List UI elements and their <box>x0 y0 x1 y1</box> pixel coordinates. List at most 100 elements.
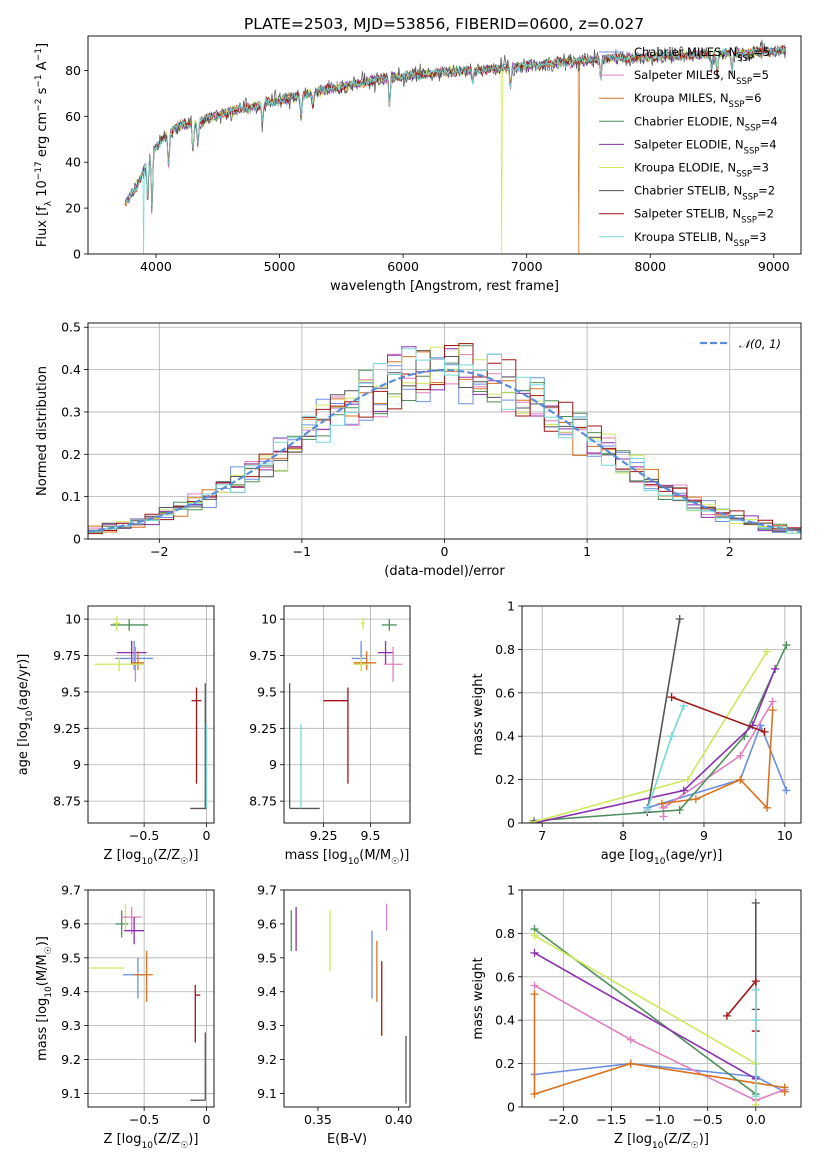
label-subscript: ☉ <box>691 1141 699 1151</box>
label-subscript: 10 <box>348 857 360 867</box>
legend-subscript: SSP <box>745 123 761 133</box>
weight-marker-chabrier-miles <box>782 786 791 795</box>
y-tick-label: 60 <box>65 109 81 124</box>
weight-marker-kroupa-miles <box>657 799 666 808</box>
axes-frame <box>283 889 411 1108</box>
legend-text: Chabrier ELODIE, N <box>634 114 745 128</box>
legend: 𝒩(0, 1) <box>700 337 781 351</box>
y-axis-label: Flux [fλ 10−17 erg cm−2 s−1 A−1] <box>34 43 54 247</box>
normal-curve <box>88 368 801 533</box>
y-tick-label: 10 <box>65 612 81 627</box>
label-text: mass weight <box>471 957 486 1039</box>
x-tick-label: −0.5 <box>129 1112 159 1127</box>
label-subscript: ☉ <box>180 857 188 867</box>
label-text: log <box>634 848 654 863</box>
weight-marker-kroupa-stelib <box>667 732 676 741</box>
label-text: 10 <box>35 180 50 201</box>
weight-marker-salpeter-elodie <box>530 819 539 823</box>
label-text: A <box>35 61 50 74</box>
weight-marker-salpeter-miles <box>659 812 668 821</box>
label-text: age [ <box>16 742 31 775</box>
weight-line-salpeter-stelib <box>671 696 765 733</box>
x-axis-label: Z [log10(Z/Z☉)] <box>104 848 199 867</box>
weight-marker-kroupa-miles <box>691 795 700 804</box>
x-axis-label: E(B-V) <box>327 1132 367 1147</box>
weight-marker-kroupa-miles <box>763 803 772 812</box>
weight-marker-chabrier-stelib <box>751 899 760 908</box>
plot-area <box>290 903 407 1104</box>
weight-marker-chabrier-elodie <box>675 805 684 814</box>
panel-spectrum: 4000 5000 6000 7000 8000 9000 0 20 40 60 80 wavelen… <box>34 35 802 294</box>
weight-marker-chabrier-stelib <box>675 615 684 624</box>
y-tick-label: 0 <box>507 1100 515 1115</box>
histogram-kroupa-stelib <box>88 348 801 534</box>
plot-area <box>89 903 206 1101</box>
axes-frame <box>87 605 215 824</box>
y-axis-label: Normed distribution <box>35 366 50 496</box>
legend-text: Chabrier MILES, N <box>634 45 737 59</box>
label-superscript: −17 <box>34 161 44 180</box>
label-subscript: 10 <box>44 986 54 998</box>
weight-line-kroupa-elodie <box>529 651 768 823</box>
legend-subscript: SSP <box>729 100 745 110</box>
y-axis-label: age [log10(age/yr)] <box>16 654 35 776</box>
x-axis-label: (data-model)/error <box>384 564 505 579</box>
y-tick-label: 0.2 <box>495 1056 515 1071</box>
label-text: ] <box>35 43 50 48</box>
figure-title: PLATE=2503, MJD=53856, FIBERID=0600, z=0… <box>244 15 644 33</box>
axes-frame <box>87 35 802 255</box>
label-text: )] <box>188 1132 198 1147</box>
legend-text: =2 <box>758 184 775 198</box>
legend-label-normal: 𝒩(0, 1) <box>739 337 781 351</box>
label-subscript: 10 <box>142 857 154 867</box>
plot-area <box>530 899 789 1107</box>
weight-marker-kroupa-elodie <box>751 1100 760 1107</box>
legend-label-kroupa-stelib: Kroupa STELIB, NSSP=3 <box>634 230 766 249</box>
label-subscript: 10 <box>654 857 666 867</box>
label-text: Normed distribution <box>35 366 50 496</box>
weight-marker-salpeter-elodie <box>771 664 780 673</box>
weight-marker-kroupa-stelib <box>751 985 760 994</box>
y-tick-label: 8.75 <box>53 794 81 809</box>
y-tick-label: 9.6 <box>257 916 277 931</box>
label-text: mass [ <box>35 1018 50 1061</box>
spectrum-line-salpeter-stelib <box>124 44 787 206</box>
weight-marker-kroupa-stelib <box>751 1016 760 1025</box>
legend-text: =4 <box>761 114 778 128</box>
x-tick-label: 7000 <box>511 259 543 274</box>
weight-marker-kroupa-miles <box>780 1087 789 1096</box>
x-tick-label: 8 <box>619 828 627 843</box>
weight-marker-kroupa-stelib <box>751 1092 760 1101</box>
x-tick-label: 4000 <box>140 259 172 274</box>
plot-area <box>526 615 791 823</box>
y-tick-label: 0.8 <box>495 926 515 941</box>
y-tick-label: 9.6 <box>61 916 81 931</box>
legend-text: =5 <box>752 68 769 82</box>
label-text: s <box>35 87 50 98</box>
x-axis-label: wavelength [Angstrom, rest frame] <box>330 279 559 294</box>
label-text: log <box>122 1132 142 1147</box>
y-tick-label: 0.2 <box>495 772 515 787</box>
weight-marker-salpeter-elodie <box>530 948 539 957</box>
x-tick-label: −1.0 <box>644 1112 674 1127</box>
y-tick-label: 9 <box>73 757 81 772</box>
y-tick-label: 9.5 <box>61 950 81 965</box>
weight-marker-salpeter-miles <box>768 697 777 706</box>
y-tick-label: 9.75 <box>53 648 81 663</box>
label-text: Z [ <box>614 1132 632 1147</box>
label-text: (Z/Z <box>153 1132 180 1147</box>
y-tick-label: 9.75 <box>249 648 277 663</box>
y-tick-label: 80 <box>65 63 81 78</box>
legend-text: =6 <box>744 91 761 105</box>
legend-subscript: SSP <box>744 146 760 156</box>
x-tick-label: 0.0 <box>746 1112 766 1127</box>
y-tick-label: 1 <box>507 599 515 614</box>
label-text: (age/yr)] <box>665 848 722 863</box>
label-text: )] <box>399 848 409 863</box>
weight-line-chabrier-stelib <box>646 618 681 813</box>
label-text: (Z/Z <box>153 848 180 863</box>
legend-text: Kroupa STELIB, N <box>634 230 734 244</box>
